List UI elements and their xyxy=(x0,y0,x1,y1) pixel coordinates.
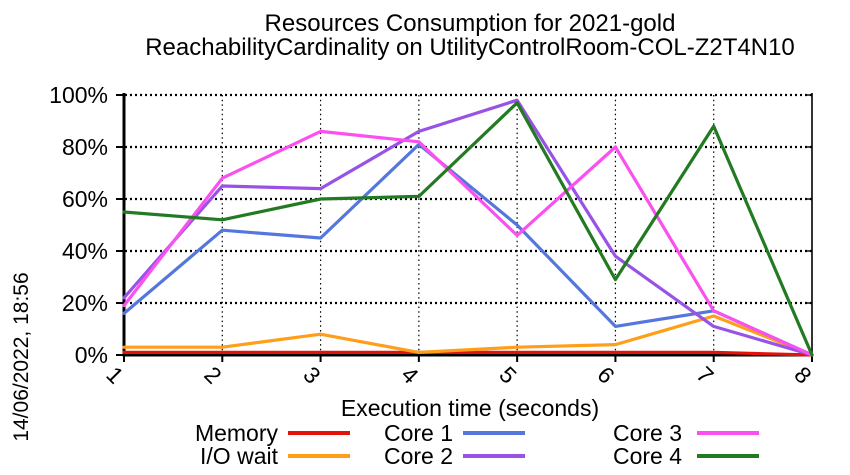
series-line-i-o-wait xyxy=(122,314,814,357)
series-line-core-2 xyxy=(122,98,814,357)
legend-swatch-core-4 xyxy=(697,454,759,458)
chart-title-line2: ReachabilityCardinality on UtilityContro… xyxy=(145,34,795,61)
series-line-core-4 xyxy=(122,101,814,357)
legend-label-core-3: Core 3 xyxy=(612,420,682,446)
y-tick-label: 60% xyxy=(61,186,108,212)
legend-swatch-core-3 xyxy=(697,431,759,435)
legend-swatch-i-o-wait xyxy=(288,454,350,458)
series-line-core-3 xyxy=(122,129,814,357)
legend-label-core-1: Core 1 xyxy=(383,420,453,446)
legend-swatch-memory xyxy=(288,431,350,435)
legend-label-memory: Memory xyxy=(194,420,278,446)
y-tick-label: 100% xyxy=(49,82,108,108)
series-line-memory xyxy=(122,350,814,357)
legend-label-core-2: Core 2 xyxy=(383,443,453,469)
x-axis-title: Execution time (seconds) xyxy=(340,395,600,421)
y-tick-label: 0% xyxy=(74,342,108,368)
y-tick-label: 80% xyxy=(61,134,108,160)
legend-swatch-core-2 xyxy=(463,454,525,458)
y-tick-label: 20% xyxy=(61,290,108,316)
legend-label-i-o-wait: I/O wait xyxy=(200,443,278,469)
chart-title-line1: Resources Consumption for 2021-gold xyxy=(264,10,676,37)
y-tick-label: 40% xyxy=(61,238,108,264)
chart-title: Resources Consumption for 2021-gold Reac… xyxy=(90,12,850,60)
legend-label-core-4: Core 4 xyxy=(612,443,682,469)
legend-swatch-core-1 xyxy=(463,431,525,435)
